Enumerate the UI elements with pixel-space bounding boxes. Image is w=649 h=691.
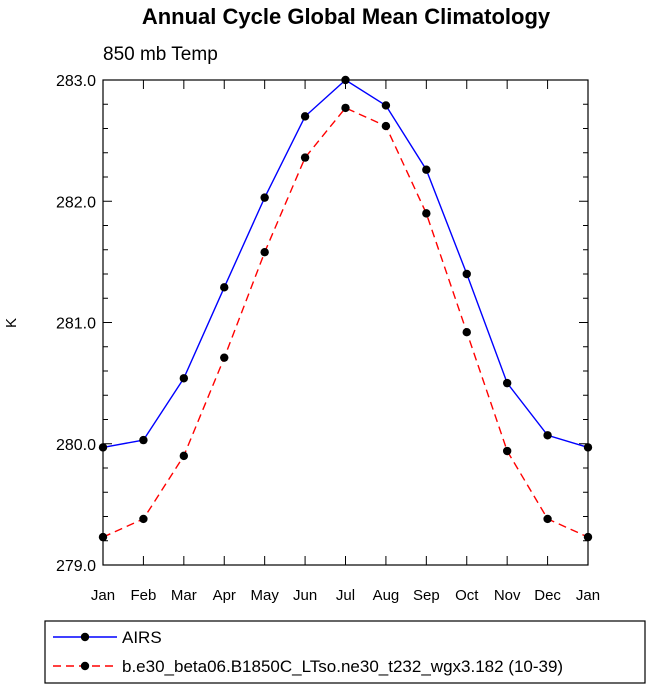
data-point xyxy=(300,112,310,121)
legend-box xyxy=(44,620,646,684)
data-point xyxy=(543,514,552,524)
x-tick-label: May xyxy=(250,587,279,604)
x-tick-label: Dec xyxy=(534,587,561,604)
data-point xyxy=(220,283,229,292)
legend: AIRS b.e30_beta06.B1850C_LTso.ne30_t232_w… xyxy=(44,620,646,684)
x-tick-label: Oct xyxy=(455,587,479,604)
data-point xyxy=(462,269,471,279)
series-line-2 xyxy=(102,107,589,538)
data-point xyxy=(179,374,189,383)
data-point xyxy=(583,443,593,452)
data-point xyxy=(381,101,391,110)
data-point xyxy=(502,446,512,456)
data-point xyxy=(139,514,148,524)
y-tick-label: 283.0 xyxy=(56,73,96,90)
legend-marker xyxy=(80,632,90,642)
data-point xyxy=(422,209,431,218)
series-line-1 xyxy=(102,79,589,449)
data-point xyxy=(98,443,108,452)
data-point xyxy=(179,451,189,461)
data-point xyxy=(462,328,471,337)
legend-label-2: b.e30_beta06.B1850C_LTso.ne30_t232_wgx3.… xyxy=(122,657,563,676)
x-tick-label: Jan xyxy=(91,587,115,604)
legend-marker xyxy=(80,661,90,671)
data-point xyxy=(341,75,350,85)
data-point xyxy=(543,431,552,440)
y-tick-label: 282.0 xyxy=(56,194,96,211)
y-tick-label: 281.0 xyxy=(56,316,96,333)
plot-area: Jan Feb Mar Apr May Jun Jul Aug Sep Oct Nov Dec Jan 2… xyxy=(56,73,600,604)
chart-title: Annual Cycle Global Mean Climatology xyxy=(142,4,551,29)
data-point xyxy=(300,153,310,162)
data-point xyxy=(381,121,391,131)
legend-label-1: AIRS xyxy=(122,628,162,647)
x-tick-label: Jan xyxy=(576,587,600,604)
data-point xyxy=(583,532,593,542)
data-point xyxy=(98,532,108,542)
data-point xyxy=(139,435,148,445)
data-point xyxy=(260,247,269,257)
plot-frame xyxy=(102,79,589,566)
x-tick-label: Aug xyxy=(373,587,400,604)
y-axis-label: K xyxy=(3,318,20,328)
x-tick-label: Mar xyxy=(171,587,197,604)
data-point xyxy=(341,103,350,113)
x-tick-label: Jun xyxy=(293,587,317,604)
x-tick-label: Apr xyxy=(213,587,236,604)
y-tick-label: 279.0 xyxy=(56,558,96,575)
x-tick-label: Feb xyxy=(130,587,156,604)
data-point xyxy=(422,165,431,174)
data-point xyxy=(220,353,229,362)
data-point xyxy=(502,378,512,388)
chart-subtitle: 850 mb Temp xyxy=(103,44,218,65)
y-tick-label: 280.0 xyxy=(56,437,96,454)
x-tick-label: Nov xyxy=(494,587,521,604)
x-tick-label: Jul xyxy=(336,587,355,604)
x-tick-label: Sep xyxy=(413,587,440,604)
data-point xyxy=(260,193,269,202)
